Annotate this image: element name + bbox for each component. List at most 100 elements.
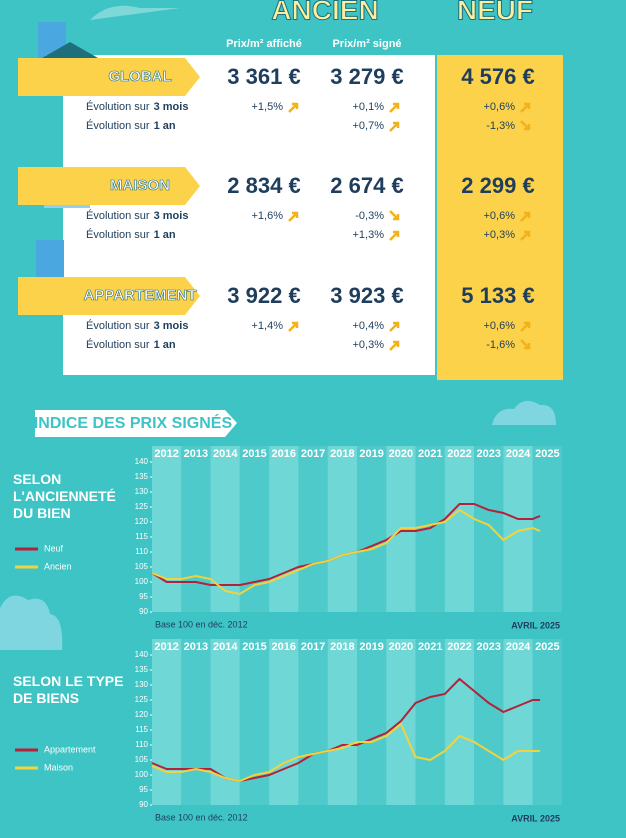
trend-arrow	[288, 102, 299, 113]
year-band	[474, 639, 504, 805]
neuf-title: NEUF	[457, 0, 533, 25]
evolution-value: +0,6%	[484, 210, 516, 222]
year-band	[444, 446, 475, 612]
legend-label: Maison	[44, 762, 73, 772]
chart-title: SELON L'ANCIENNETÉ DU BIEN	[13, 471, 116, 521]
year-band	[444, 639, 475, 805]
evolution-label: Évolution sur 1 an	[86, 338, 176, 351]
legend-label: Neuf	[44, 543, 64, 553]
neuf-panel	[437, 55, 563, 380]
y-tick-label: 140	[135, 457, 149, 466]
year-band	[269, 446, 299, 612]
x-tick-label: 2019	[359, 641, 383, 653]
x-tick-label: 2020	[389, 448, 413, 460]
chart-note: Base 100 en déc. 2012	[155, 619, 248, 629]
evolution-value: +1,3%	[353, 229, 385, 241]
column-header: Prix/m² signé	[332, 38, 401, 50]
legend-label: Ancien	[44, 561, 72, 571]
year-band	[503, 639, 533, 805]
evolution-value: -1,6%	[486, 339, 515, 351]
y-tick-label: 90	[139, 800, 148, 809]
x-tick-label: 2021	[418, 641, 442, 653]
year-band	[298, 446, 328, 612]
trend-arrow	[389, 121, 400, 132]
chart-title: SELON LE TYPE DE BIENS	[13, 673, 124, 706]
evolution-value: +1,4%	[252, 320, 284, 332]
series-line	[151, 508, 541, 596]
y-tick-label: 135	[135, 472, 149, 481]
x-tick-label: 2019	[359, 448, 383, 460]
y-tick-label: 120	[135, 517, 149, 526]
row-name: MAISON	[110, 177, 170, 194]
evolution-value: +0,6%	[484, 101, 516, 113]
x-tick-label: 2018	[330, 641, 354, 653]
evolution-value: +1,5%	[252, 101, 284, 113]
trend-arrow	[520, 102, 531, 113]
trend-arrow	[288, 321, 299, 332]
y-tick-label: 95	[139, 785, 148, 794]
x-tick-label: 2024	[506, 448, 531, 460]
trend-arrow	[389, 230, 400, 241]
series-line	[151, 722, 541, 783]
price: 3 361 €	[227, 64, 300, 89]
chart-date: AVRIL 2025	[511, 813, 560, 823]
period: 3 mois	[154, 210, 189, 222]
trend-arrow	[389, 102, 400, 113]
chart-date: AVRIL 2025	[511, 620, 560, 630]
x-tick-label: 2023	[477, 641, 501, 653]
price: 2 674 €	[330, 173, 403, 198]
y-tick-label: 90	[139, 607, 148, 616]
row-banner	[18, 277, 200, 315]
ancien-title: ANCIEN	[271, 0, 378, 25]
price: 4 576 €	[461, 64, 534, 89]
evolution-label: Évolution sur 3 mois	[86, 209, 188, 222]
x-tick-label: 2015	[242, 448, 266, 460]
x-tick-label: 2016	[272, 641, 296, 653]
period: 3 mois	[154, 320, 189, 332]
period: 1 an	[154, 120, 176, 132]
y-tick-label: 110	[135, 740, 148, 749]
price: 5 133 €	[461, 283, 534, 308]
trend-arrow	[389, 340, 400, 351]
section-title: INDICE DES PRIX SIGNÉS	[34, 413, 233, 432]
x-tick-label: 2021	[418, 448, 442, 460]
evolution-value: +0,7%	[353, 120, 385, 132]
price: 2 299 €	[461, 173, 534, 198]
evolution-value: -0,3%	[355, 210, 384, 222]
evolution-label: Évolution sur 3 mois	[86, 100, 188, 113]
x-tick-label: 2025	[535, 641, 559, 653]
evolution-value: -1,3%	[486, 120, 515, 132]
evolution-value: +0,4%	[353, 320, 385, 332]
period: 1 an	[154, 229, 176, 241]
trend-arrow	[520, 230, 531, 241]
x-tick-label: 2018	[330, 448, 354, 460]
chart-note: Base 100 en déc. 2012	[155, 812, 248, 822]
cloud	[492, 400, 556, 425]
y-tick-label: 115	[135, 532, 148, 541]
x-tick-label: 2014	[213, 448, 238, 460]
year-band	[327, 639, 357, 805]
x-tick-label: 2023	[477, 448, 501, 460]
y-tick-label: 100	[135, 577, 149, 586]
evolution-label: Évolution sur 1 an	[86, 228, 176, 241]
year-band	[474, 446, 504, 612]
y-tick-label: 130	[135, 487, 149, 496]
evolution-label: Évolution sur 1 an	[86, 119, 176, 132]
evolution-value: +0,6%	[484, 320, 516, 332]
y-tick-label: 105	[135, 755, 149, 764]
evolution-value: +1,6%	[252, 210, 284, 222]
row-banner	[18, 58, 200, 96]
year-band	[532, 639, 562, 805]
trend-arrow	[389, 321, 400, 332]
label-text: Évolution sur	[86, 209, 150, 222]
x-tick-label: 2012	[154, 641, 178, 653]
y-tick-label: 105	[135, 562, 149, 571]
cloud	[0, 595, 63, 650]
year-band	[415, 639, 445, 805]
x-tick-label: 2014	[213, 641, 238, 653]
x-tick-label: 2015	[242, 641, 266, 653]
y-tick-label: 140	[135, 650, 149, 659]
year-band	[357, 446, 387, 612]
